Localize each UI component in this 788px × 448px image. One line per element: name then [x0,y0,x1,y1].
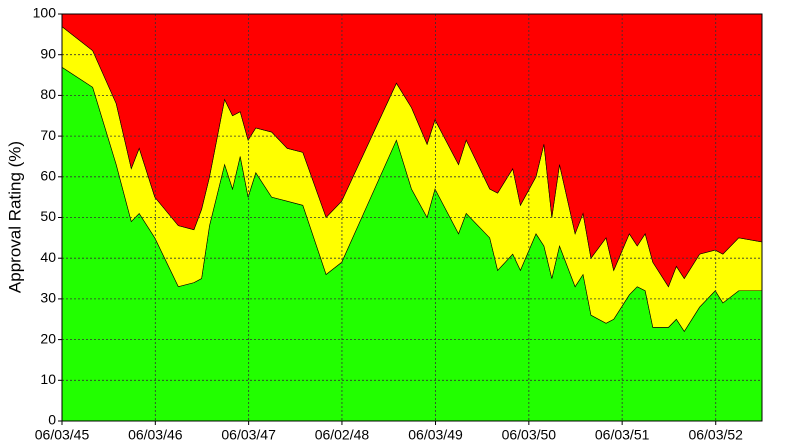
area [62,14,762,288]
x-tick-label: 06/03/45 [35,427,90,443]
y-tick-label: 10 [40,371,56,387]
x-tick-label: 06/03/49 [408,427,463,443]
plot-area [62,14,762,421]
y-tick-label: 100 [33,5,57,21]
y-tick-label: 30 [40,290,56,306]
y-tick-label: 40 [40,249,56,265]
y-tick-label: 60 [40,168,56,184]
x-tick-label: 06/03/50 [502,427,557,443]
y-tick-label: 80 [40,86,56,102]
y-tick-label: 0 [48,412,56,428]
x-tick-label: 06/03/47 [221,427,276,443]
y-tick-label: 70 [40,127,56,143]
x-tick-label: 06/03/46 [128,427,183,443]
y-axis-label: Approval Rating (%) [5,141,24,293]
x-tick-label: 06/03/52 [688,427,743,443]
y-tick-label: 90 [40,45,56,61]
y-tick-label: 50 [40,208,56,224]
x-tick-label: 06/03/51 [595,427,650,443]
x-tick-label: 06/02/48 [315,427,370,443]
y-tick-label: 20 [40,330,56,346]
